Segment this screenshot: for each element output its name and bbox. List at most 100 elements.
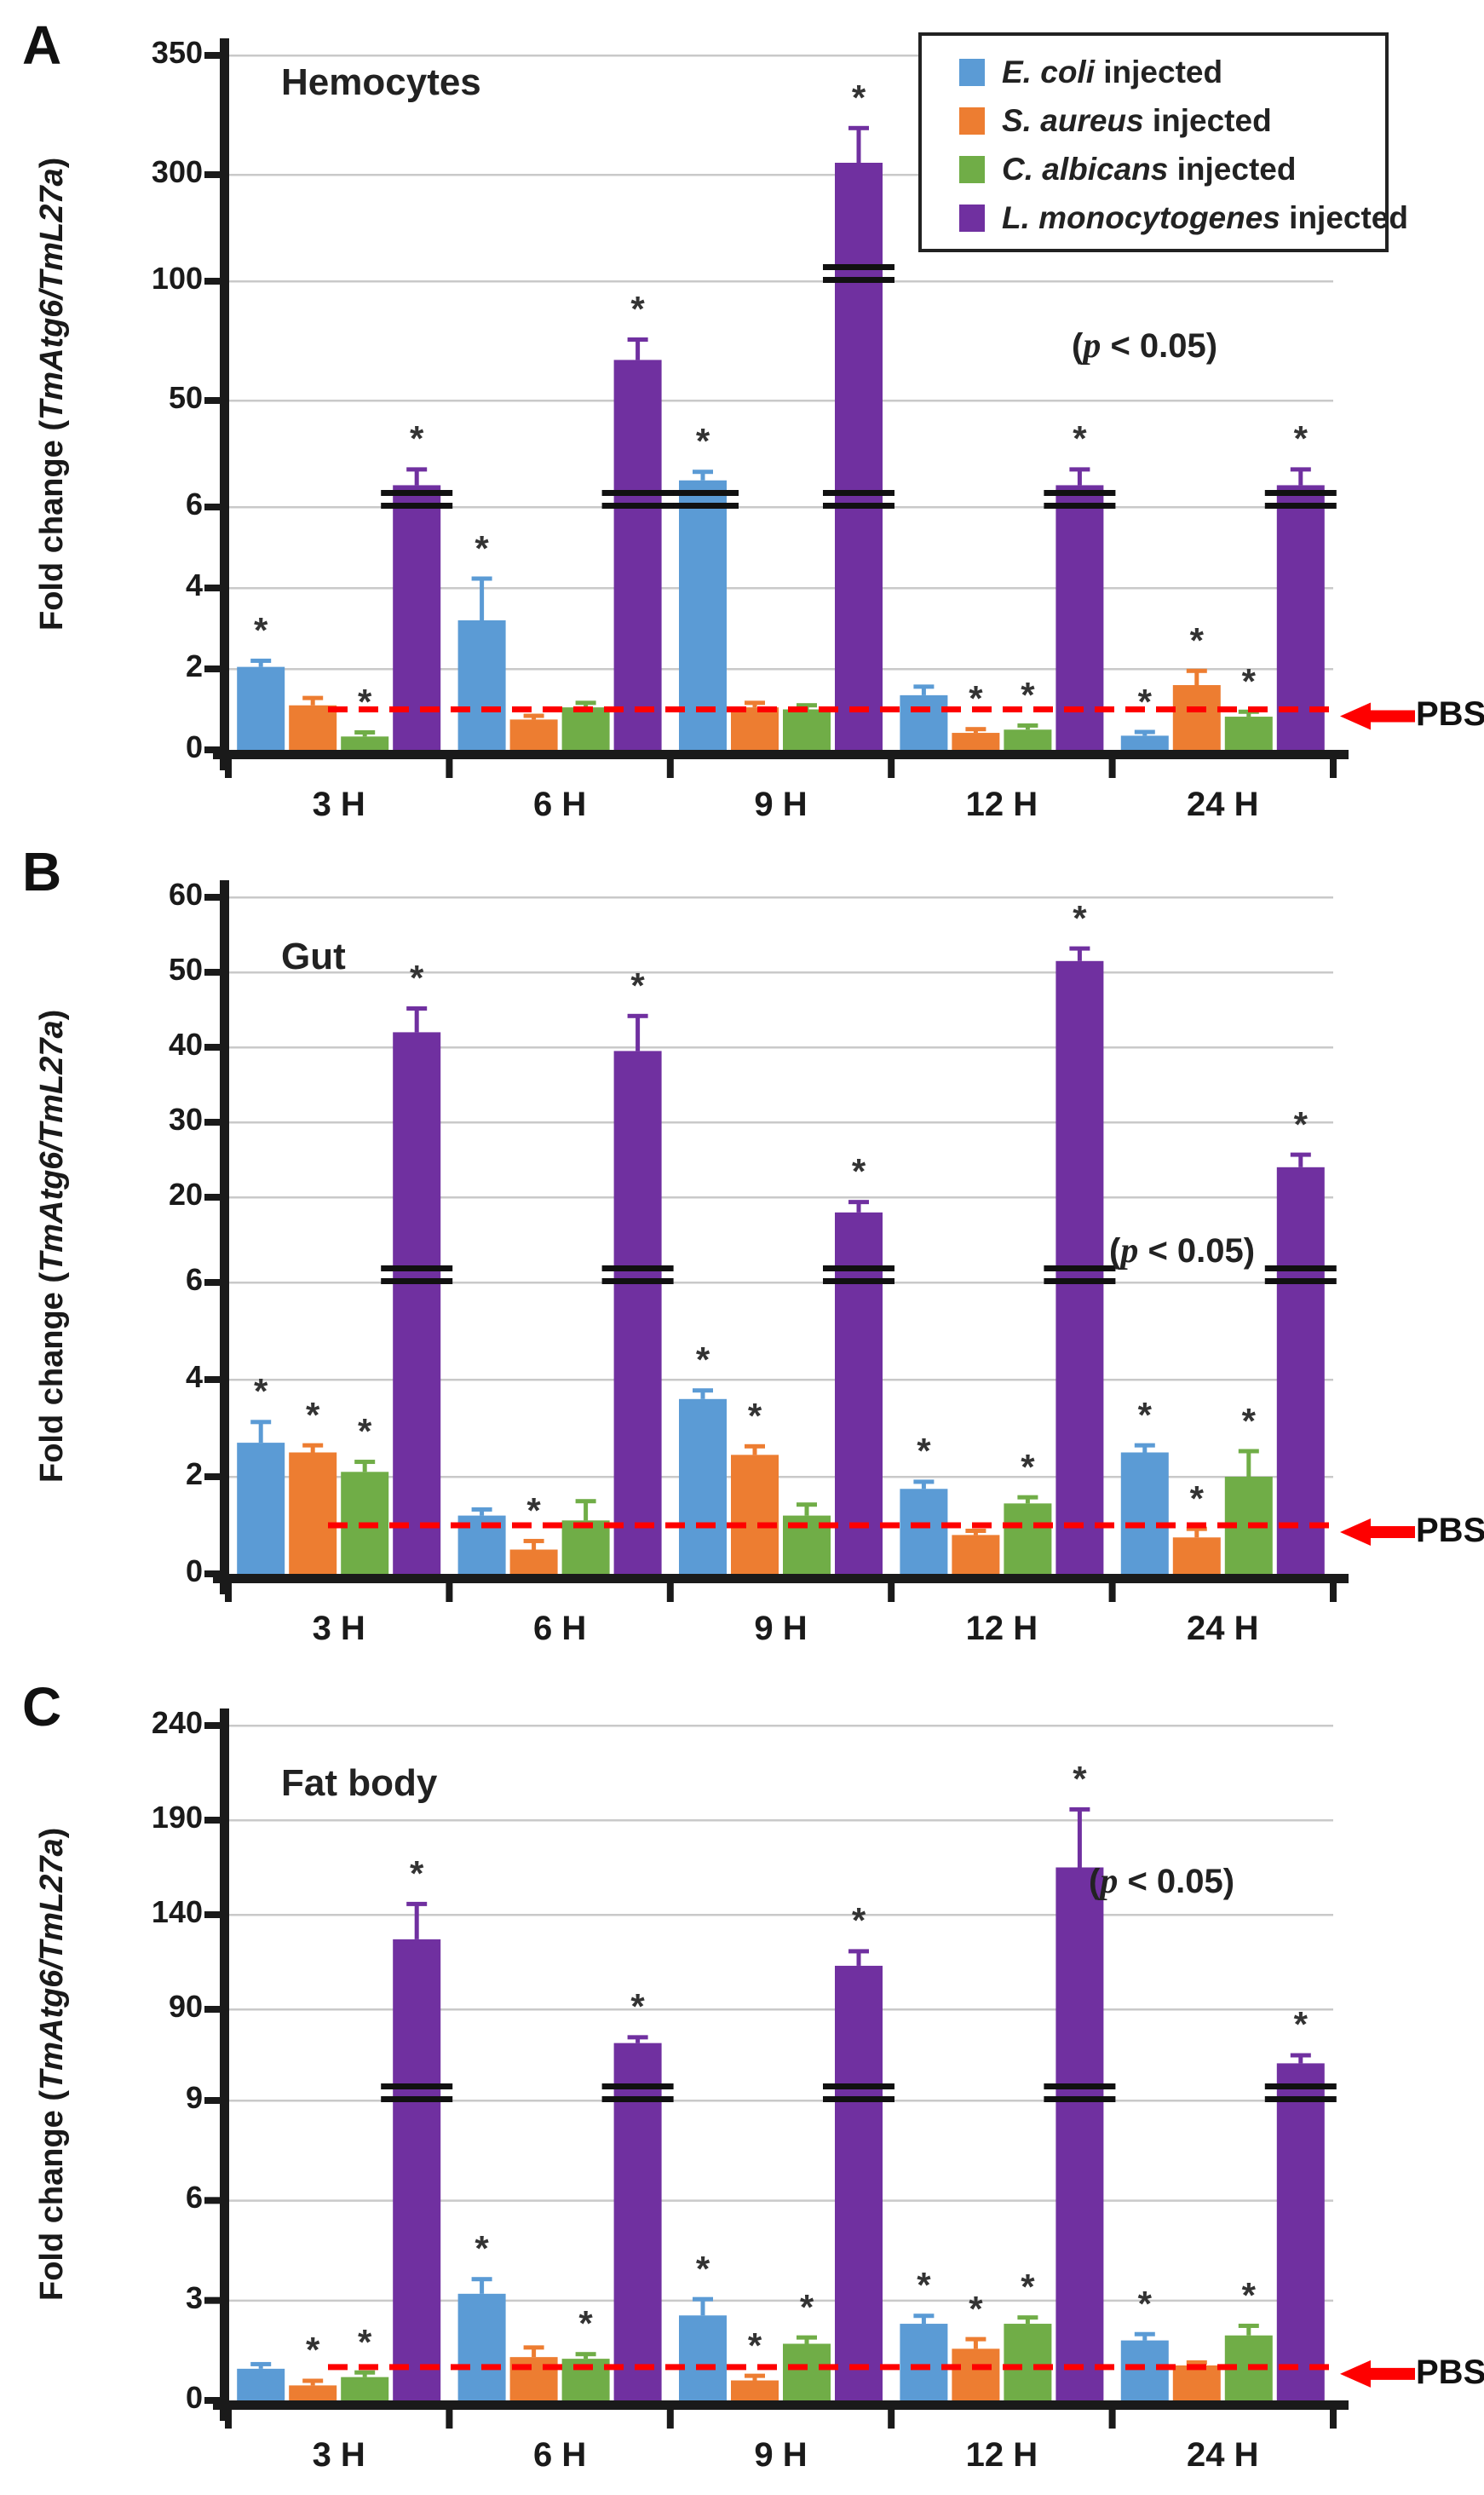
bar-S.-6H <box>509 2357 558 2400</box>
gridline-y190 <box>228 1819 1333 1822</box>
bar-C.-9H <box>783 2343 831 2400</box>
x-tick <box>666 759 674 778</box>
bar-break-mark <box>1264 2096 1337 2102</box>
error-cap <box>471 1507 492 1512</box>
bar-S.-12H <box>952 2348 1000 2400</box>
gridline-y3 <box>228 2299 1333 2302</box>
error-bar <box>636 341 641 360</box>
saureus-swatch-icon <box>959 107 985 135</box>
bar-E.-12H <box>900 1489 948 1574</box>
error-cap <box>523 1538 544 1543</box>
gridline-y4 <box>228 587 1333 590</box>
significance-asterisk: * <box>526 1490 541 1530</box>
x-label-6H: 6 H <box>532 2436 587 2474</box>
significance-asterisk: * <box>1073 1758 1087 1799</box>
legend-item-calbicans: C. albicans injected <box>959 145 1385 193</box>
bar-L.-24H <box>1276 2063 1325 2400</box>
significance-asterisk: * <box>799 2286 814 2327</box>
error-cap <box>575 2352 596 2357</box>
error-cap <box>406 1901 428 1906</box>
error-bar <box>258 2365 263 2369</box>
error-bar <box>362 734 367 737</box>
error-bar <box>1194 1530 1199 1538</box>
y-tick-label-240: 240 <box>151 1705 203 1740</box>
significance-asterisk: * <box>630 289 645 329</box>
bar-E.-12H <box>900 694 948 750</box>
significance-asterisk: * <box>1021 1446 1035 1487</box>
bar-E.-6H <box>457 2293 506 2400</box>
bar-break-mark <box>823 1265 894 1271</box>
x-label-12H: 12 H <box>965 1610 1038 1647</box>
error-cap <box>627 337 648 342</box>
gridline-y2 <box>228 668 1333 671</box>
error-cap <box>1186 1526 1207 1531</box>
error-cap <box>913 1479 935 1484</box>
y-tick-label-4: 4 <box>185 1359 203 1394</box>
bar-break-mark <box>823 490 894 496</box>
bar-break-mark <box>601 1278 674 1284</box>
y-tick-30 <box>204 1119 228 1126</box>
panel-c-pbs-label: PBS <box>1416 2354 1484 2391</box>
bar-E.-9H <box>679 1398 727 1574</box>
y-tick-6 <box>204 1279 228 1286</box>
y-tick-2 <box>204 1473 228 1480</box>
gridline-y9 <box>228 2100 1333 2102</box>
y-tick-label-6: 6 <box>185 487 203 521</box>
error-bar <box>752 1447 757 1455</box>
gridline-y30 <box>228 1121 1333 1124</box>
y-tick-20 <box>204 1194 228 1201</box>
panel-a-p-note: (p < 0.05) <box>1072 326 1218 366</box>
error-bar <box>584 2355 589 2360</box>
significance-asterisk: * <box>695 421 710 462</box>
error-bar <box>752 704 757 708</box>
panel-a-y-axis-label: Fold change (TmAtg6/TmL27a) <box>34 157 70 631</box>
bar-C.-12H <box>1004 1503 1052 1574</box>
error-bar <box>480 579 485 620</box>
error-cap <box>693 470 713 475</box>
error-cap <box>913 684 935 689</box>
y-tick-60 <box>204 894 228 901</box>
panel-c-p-note: (p < 0.05) <box>1089 1862 1235 1901</box>
error-bar <box>1246 2326 1251 2336</box>
x-tick <box>888 1583 895 1602</box>
bar-C.-6H <box>561 1520 610 1574</box>
bar-E.-9H <box>679 2315 727 2400</box>
error-bar <box>480 1510 485 1516</box>
bar-break-mark <box>1044 503 1116 509</box>
bar-break-mark <box>601 2096 674 2102</box>
significance-asterisk: * <box>630 1986 645 2027</box>
bar-break-mark <box>381 503 453 509</box>
bar-L.-3H <box>393 1939 441 2400</box>
bar-C.-6H <box>561 707 610 750</box>
x-tick <box>888 759 895 778</box>
bar-E.-24H <box>1120 1452 1169 1574</box>
bar-break-mark <box>1044 1278 1116 1284</box>
error-cap <box>575 700 596 706</box>
x-axis-line <box>213 1574 1349 1583</box>
bar-C.-24H <box>1224 717 1273 750</box>
x-tick <box>225 2410 232 2429</box>
y-tick-4 <box>204 585 228 591</box>
y-tick-40 <box>204 1044 228 1051</box>
bar-L.-6H <box>613 1051 662 1574</box>
error-cap <box>1186 2360 1207 2365</box>
significance-asterisk: * <box>851 1151 866 1192</box>
bar-E.-24H <box>1120 735 1169 750</box>
y-tick-label-60: 60 <box>168 877 203 912</box>
bar-L.-9H <box>835 1965 883 2400</box>
significance-asterisk: * <box>1073 418 1087 459</box>
error-cap <box>575 1499 596 1504</box>
x-label-3H: 3 H <box>312 786 365 823</box>
error-cap <box>354 1460 376 1465</box>
bar-C.-3H <box>341 2377 389 2400</box>
error-cap <box>965 727 986 732</box>
bar-L.-6H <box>613 360 662 750</box>
error-bar <box>532 1541 537 1550</box>
significance-asterisk: * <box>1021 674 1035 715</box>
error-cap <box>1134 2331 1155 2337</box>
bar-break-mark <box>667 490 739 496</box>
bar-break-mark <box>823 1278 894 1284</box>
error-cap <box>406 1006 428 1011</box>
bar-break-mark <box>667 503 739 509</box>
significance-asterisk: * <box>917 1431 931 1472</box>
